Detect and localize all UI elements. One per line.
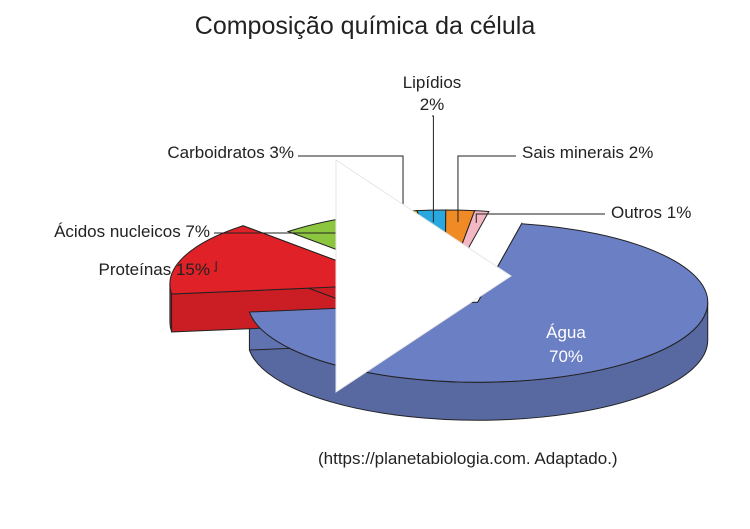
play-icon[interactable] bbox=[335, 159, 512, 393]
label-acidos-nucleicos: Ácidos nucleicos 7% bbox=[54, 222, 210, 241]
label-carboidratos: Carboidratos 3% bbox=[167, 143, 294, 162]
label-sais-minerais: Sais minerais 2% bbox=[522, 143, 653, 162]
leader-line bbox=[214, 260, 217, 272]
label-lipidios-value: 2% bbox=[420, 95, 445, 114]
chart-title: Composição química da célula bbox=[194, 12, 536, 40]
source-note: (https://planetabiologia.com. Adaptado.) bbox=[318, 449, 618, 468]
leader-line bbox=[475, 213, 605, 223]
label-proteinas: Proteínas 15% bbox=[98, 260, 210, 279]
label-lipidios-name: Lipídios bbox=[403, 73, 462, 92]
leader-line bbox=[457, 155, 516, 223]
leader-line bbox=[432, 115, 434, 223]
label-outros: Outros 1% bbox=[611, 203, 691, 222]
label-agua-value: 70% bbox=[549, 347, 583, 366]
label-agua-name: Água bbox=[546, 323, 586, 342]
leader-line bbox=[298, 155, 404, 224]
